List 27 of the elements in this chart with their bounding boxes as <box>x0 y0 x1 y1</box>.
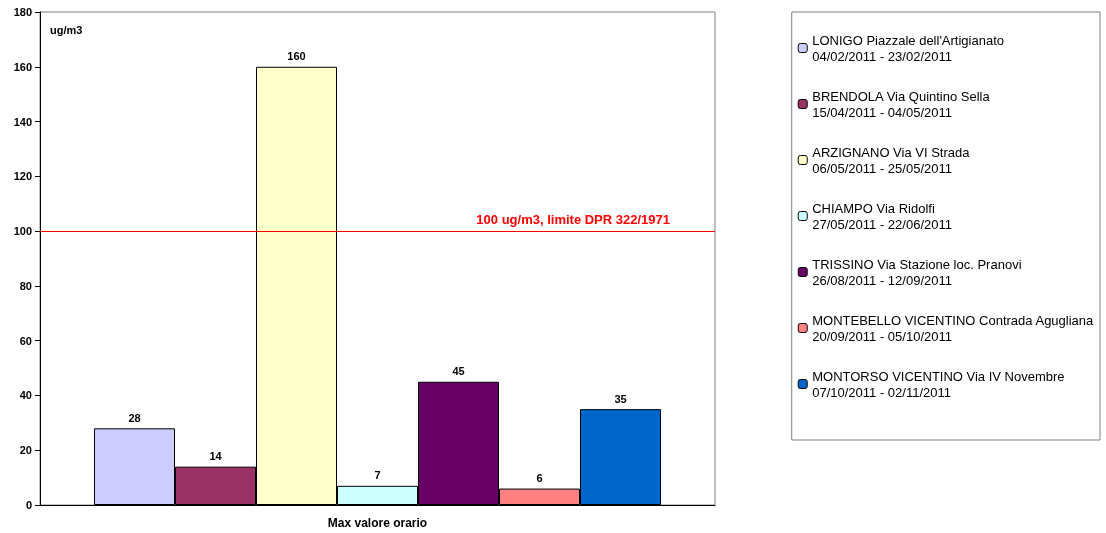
legend-label: MONTORSO VICENTINO Via IV Novembre 07/10/2011 - 02/11/2011 <box>812 368 1065 400</box>
data-label: 35 <box>614 392 627 405</box>
y-tick-label: 80 <box>19 279 32 292</box>
legend-label: ARZIGNANO Via VI Strada 06/05/2011 - 25/05/2011 <box>812 144 971 176</box>
data-label: 45 <box>452 365 465 378</box>
y-tick-label: 160 <box>13 60 32 73</box>
ref-line-label: 100 ug/m3, limite DPR 322/1971 <box>476 212 670 228</box>
data-label: 14 <box>209 450 223 463</box>
legend-label: CHIAMPO Via Ridolfi 27/05/2011 - 22/06/2011 <box>812 200 952 232</box>
y-axis-title: ug/m3 <box>50 23 83 36</box>
x-tick-label: Max valore orario <box>327 516 428 530</box>
legend-label: TRISSINO Via Stazione loc. Pranovi 26/08/2011 - 12/09/2011 <box>812 256 1022 288</box>
y-tick-label: 100 <box>13 225 32 238</box>
y-tick-label: 120 <box>13 170 32 183</box>
y-tick-label: 140 <box>13 115 32 128</box>
legend-label: BRENDOLA Via Quintino Sella 15/04/2011 - 04/05/2011 <box>812 88 991 120</box>
data-label: 7 <box>374 469 381 482</box>
y-tick-label: 60 <box>19 334 32 347</box>
data-label: 160 <box>287 50 306 63</box>
data-label: 28 <box>128 411 141 424</box>
legend-label: LONIGO Piazzale dell'Artigianato 04/02/2011 - 23/02/2011 <box>812 32 1005 64</box>
y-tick-label: 40 <box>19 389 32 402</box>
y-tick-label: 0 <box>25 499 32 511</box>
y-tick-label: 180 <box>13 6 32 18</box>
legend-label: MONTEBELLO VICENTINO Contrada Agugliana 20/09/2011 - 05/10/2011 <box>812 312 1095 344</box>
data-label: 6 <box>536 472 543 485</box>
y-tick-label: 20 <box>19 444 32 457</box>
